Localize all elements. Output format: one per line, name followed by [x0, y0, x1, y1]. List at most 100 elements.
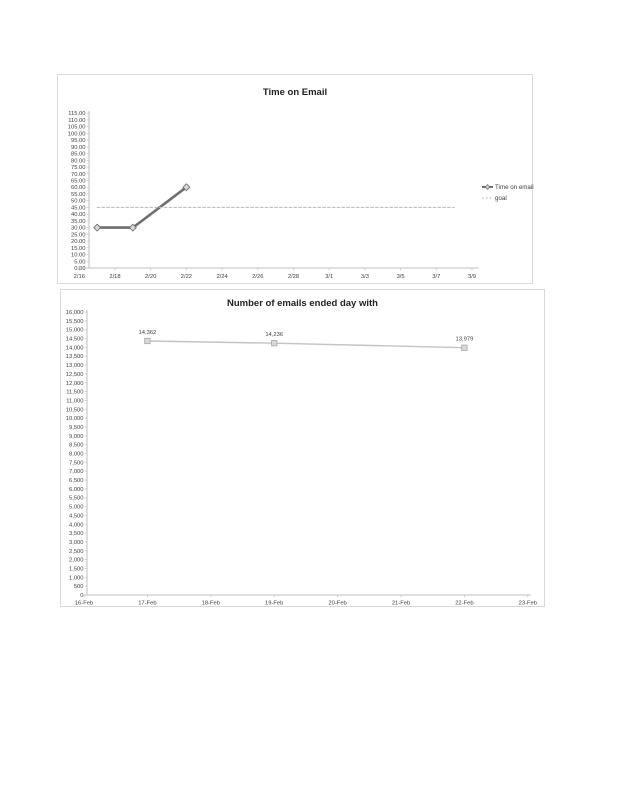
x-tick-label: 2/16 [74, 274, 85, 280]
y-tick-label: 6,500 [69, 478, 84, 484]
y-tick-label: 6,000 [69, 487, 84, 493]
x-tick-label: 2/26 [252, 274, 263, 280]
number-of-emails-plot-area: 0 500 1,000 1,500 2,000 2,500 3,000 3,500 4,000 4… [66, 310, 537, 607]
data-point-marker [271, 340, 278, 347]
y-tick-label: 3,000 [69, 540, 84, 546]
chart-time-on-email: Time on Email 0.00 5.00 10.00 15.00 20.00 25.… [57, 74, 534, 284]
y-tick-label: 20.00 [71, 239, 86, 245]
legend-label: goal [495, 195, 507, 202]
y-axis-ticks: 0 500 1,000 1,500 2,000 2,500 3,000 3,500 4,000 4… [66, 310, 87, 599]
y-tick-label: 1,000 [69, 575, 84, 581]
y-tick-label: 110.00 [68, 118, 85, 124]
y-tick-label: 95.00 [71, 138, 86, 144]
y-tick-label: 7,000 [69, 469, 84, 475]
x-tick-label: 17-Feb [138, 601, 156, 607]
y-tick-label: 13,000 [66, 363, 84, 369]
time-on-email-plot-area: 0.005.0010.0015.0020.0025.0030.0035.0040… [68, 111, 534, 280]
y-tick-label: 40.00 [71, 212, 86, 218]
x-tick-label: 21-Feb [392, 601, 410, 607]
y-tick-label: 16,000 [66, 310, 84, 316]
series-line-data-0 [146, 340, 466, 349]
y-tick-label: 70.00 [71, 172, 86, 178]
y-tick-label: 3,500 [69, 531, 84, 537]
y-tick-label: 0 [80, 593, 83, 599]
data-label: 13,979 [456, 337, 474, 343]
y-tick-label: 13,500 [66, 354, 84, 360]
x-tick-label: 2/22 [181, 274, 192, 280]
y-tick-label: 14,000 [66, 345, 84, 351]
x-tick-label: 2/24 [216, 274, 228, 280]
y-tick-label: 10.00 [71, 253, 86, 259]
data-point-marker [461, 344, 468, 351]
chart-title: Number of emails ended day with [227, 298, 378, 309]
y-tick-label: 500 [74, 584, 84, 590]
x-tick-label: 18-Feb [202, 601, 220, 607]
y-tick-label: 5.00 [74, 259, 85, 265]
y-tick-label: 100.00 [68, 131, 86, 137]
y-tick-label: 8,500 [69, 443, 84, 449]
x-axis-ticks: 16-Feb 17-Feb 18-Feb 19-Feb 20-Feb 21-Feb 22-F… [75, 595, 537, 607]
y-tick-label: 2,000 [69, 558, 84, 564]
data-point-marker [182, 183, 191, 192]
x-tick-label: 23-Feb [519, 601, 537, 607]
legend: Time on email goal [482, 184, 534, 202]
x-axis-ticks: 2/16 2/18 2/20 2/22 2/24 2/26 2/28 3/1 3/3 3/5 3/7… [74, 268, 476, 280]
y-tick-label: 55.00 [71, 192, 86, 198]
y-tick-label: 5,500 [69, 496, 84, 502]
x-tick-label: 3/1 [325, 274, 333, 280]
x-tick-label: 3/9 [468, 274, 476, 280]
y-tick-label: 115.00 [68, 111, 85, 117]
y-tick-label: 25.00 [71, 232, 86, 238]
y-tick-label: 80.00 [71, 158, 86, 164]
y-tick-label: 60.00 [71, 185, 86, 191]
y-tick-label: 85.00 [71, 152, 86, 158]
legend-label: Time on email [495, 184, 534, 191]
x-tick-label: 19-Feb [265, 601, 283, 607]
data-label: 14,236 [265, 332, 283, 338]
legend-sample-marker [484, 184, 491, 190]
x-tick-label: 22-Feb [455, 601, 473, 607]
y-tick-label: 11,000 [66, 398, 83, 404]
y-tick-label: 5,000 [69, 505, 84, 511]
data-point-marker [144, 337, 151, 345]
y-tick-label: 50.00 [71, 199, 86, 205]
y-tick-label: 1,500 [69, 566, 84, 572]
y-tick-label: 9,000 [69, 434, 84, 440]
y-tick-label: 90.00 [71, 145, 86, 151]
x-tick-label: 3/3 [361, 274, 369, 280]
y-tick-label: 9,500 [69, 425, 84, 431]
y-tick-label: 14,500 [66, 337, 84, 343]
data-label: 14,362 [139, 330, 157, 336]
y-tick-label: 15.00 [71, 246, 86, 252]
y-axis-ticks: 0.005.0010.0015.0020.0025.0030.0035.0040… [68, 111, 89, 272]
chart-title: Time on Email [262, 87, 328, 98]
y-tick-label: 15,500 [66, 319, 84, 325]
y-tick-label: 12,500 [66, 372, 84, 378]
y-tick-label: 15,000 [66, 328, 84, 334]
x-tick-label: 16-Feb [75, 601, 93, 607]
y-tick-label: 75.00 [71, 165, 86, 171]
y-tick-label: 10,500 [66, 407, 84, 413]
x-tick-label: 2/20 [145, 274, 156, 280]
y-tick-label: 4,500 [69, 513, 84, 519]
x-tick-label: 3/5 [397, 274, 405, 280]
y-tick-label: 65.00 [71, 179, 86, 185]
y-tick-label: 0.00 [74, 266, 85, 272]
y-tick-label: 10,000 [66, 416, 84, 422]
x-tick-label: 3/7 [432, 274, 440, 280]
y-tick-label: 12,000 [66, 381, 84, 387]
x-tick-label: 20-Feb [328, 601, 346, 607]
data-point-marker [128, 223, 137, 232]
y-tick-label: 4,000 [69, 522, 84, 528]
y-tick-label: 2,500 [69, 549, 84, 555]
y-tick-label: 8,000 [69, 452, 84, 458]
x-tick-label: 2/28 [288, 274, 299, 280]
y-tick-label: 105.00 [68, 125, 86, 131]
y-tick-label: 45.00 [71, 205, 86, 211]
y-tick-label: 7,500 [69, 460, 84, 466]
y-tick-label: 11,500 [66, 390, 83, 396]
data-point-marker [93, 223, 102, 232]
x-tick-label: 2/18 [109, 274, 120, 280]
y-tick-label: 35.00 [71, 219, 86, 225]
